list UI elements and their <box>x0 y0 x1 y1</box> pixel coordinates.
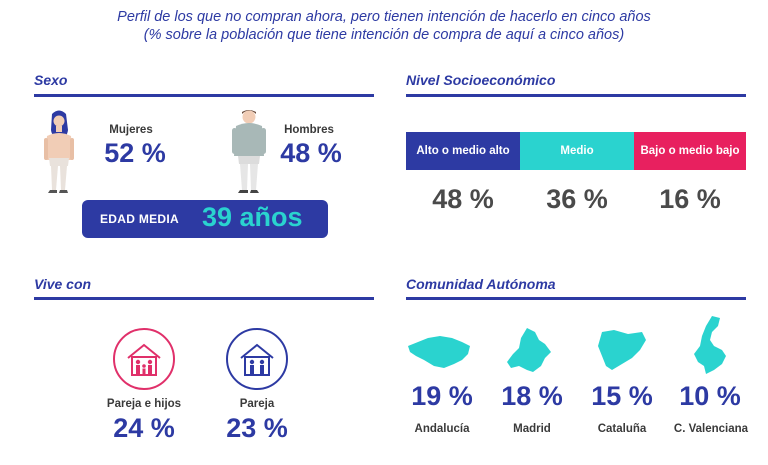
comunidad-divider <box>406 297 746 300</box>
page-title: Perfil de los que no compran ahora, pero… <box>0 8 768 44</box>
segment-medio: Medio <box>520 132 634 170</box>
valenciana-label: C. Valenciana <box>673 423 749 435</box>
valenciana-value: 10 % <box>679 381 741 411</box>
title-line-2: (% sobre la población que tiene intenció… <box>143 27 625 43</box>
couple-house-icon <box>226 328 288 390</box>
valenciana-map-icon <box>694 316 726 374</box>
comunidad-section-title: Comunidad Autónoma <box>406 276 556 292</box>
women-value: 52 % <box>104 138 166 168</box>
segment-bajo: Bajo o medio bajo <box>634 132 746 170</box>
andalucia-value: 19 % <box>411 381 473 411</box>
andalucia-map-icon <box>408 336 470 368</box>
nivel-section-title: Nivel Socioeconómico <box>406 72 556 88</box>
segment-alto-value: 48 % <box>432 184 494 214</box>
vive-item-2-label: Pareja <box>239 398 275 410</box>
vive-item-2-value: 23 % <box>226 413 288 443</box>
average-age-pill: EDAD MEDIA 39 años <box>82 200 328 238</box>
woman-figure-icon <box>44 110 74 193</box>
sexo-divider <box>34 94 374 97</box>
segment-medio-value: 36 % <box>546 184 608 214</box>
andalucia-label: Andalucía <box>414 423 470 435</box>
madrid-map-icon <box>507 328 551 372</box>
sexo-section-title: Sexo <box>34 72 68 88</box>
cataluna-label: Cataluña <box>597 423 647 435</box>
segment-alto: Alto o medio alto <box>406 132 520 170</box>
man-figure-icon <box>232 110 266 193</box>
madrid-label: Madrid <box>513 423 551 435</box>
vive-section-title: Vive con <box>34 276 92 292</box>
title-line-1: Perfil de los que no compran ahora, pero… <box>117 9 651 25</box>
average-age-value: 39 años <box>202 202 303 232</box>
cataluna-value: 15 % <box>591 381 653 411</box>
vive-divider <box>34 297 374 300</box>
cataluna-map-icon <box>598 330 646 370</box>
family-house-icon <box>113 328 175 390</box>
vive-item-1-label: Pareja e hijos <box>106 398 182 410</box>
men-label: Hombres <box>284 124 334 136</box>
nivel-divider <box>406 94 746 97</box>
men-value: 48 % <box>280 138 342 168</box>
madrid-value: 18 % <box>501 381 563 411</box>
women-label: Mujeres <box>109 124 153 136</box>
average-age-label: EDAD MEDIA <box>100 212 180 226</box>
segment-bajo-value: 16 % <box>659 184 721 214</box>
vive-item-1-value: 24 % <box>113 413 175 443</box>
